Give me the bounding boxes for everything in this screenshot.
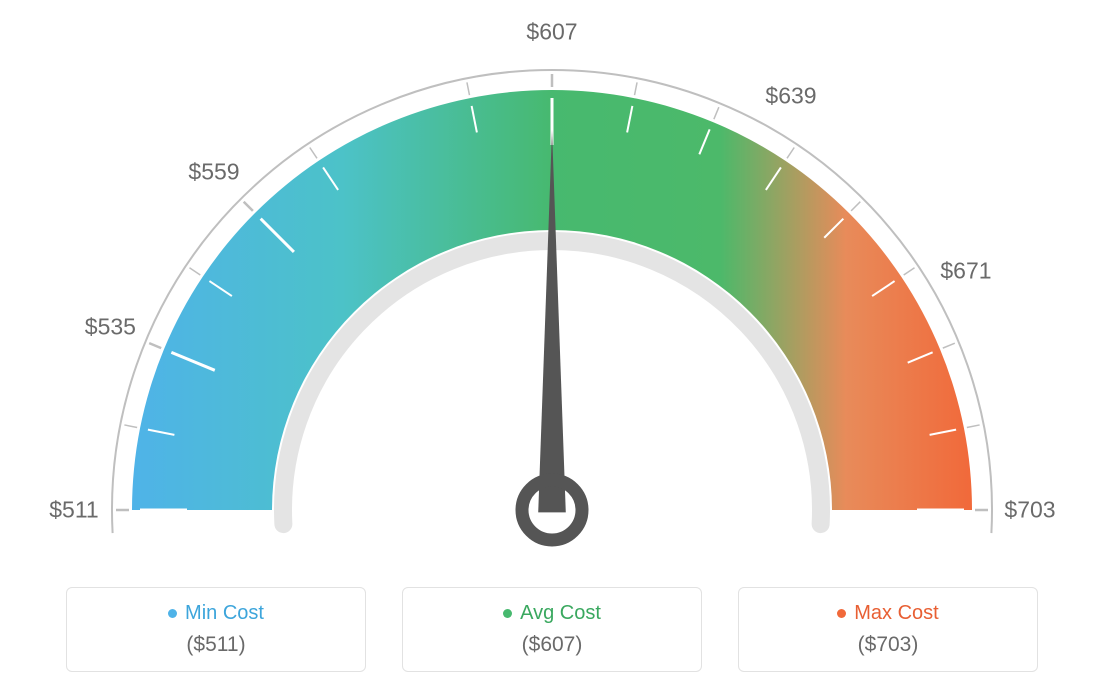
gauge-tick-label: $559 bbox=[188, 159, 239, 186]
gauge-tick-label: $511 bbox=[49, 497, 98, 524]
legend-title-max: Max Cost bbox=[837, 602, 938, 625]
legend-label-min: Min Cost bbox=[185, 602, 264, 625]
gauge-tick-label: $535 bbox=[85, 314, 136, 341]
legend-box-avg: Avg Cost ($607) bbox=[402, 587, 702, 672]
legend-value-avg: ($607) bbox=[423, 633, 681, 657]
gauge-tick-label: $703 bbox=[1004, 497, 1055, 524]
gauge-svg bbox=[0, 0, 1104, 560]
gauge-tick-label: $639 bbox=[765, 83, 816, 110]
legend-box-min: Min Cost ($511) bbox=[66, 587, 366, 672]
legend-label-max: Max Cost bbox=[854, 602, 938, 625]
legend-value-max: ($703) bbox=[759, 633, 1017, 657]
legend-title-avg: Avg Cost bbox=[503, 602, 601, 625]
legend-box-max: Max Cost ($703) bbox=[738, 587, 1038, 672]
legend-dot-max bbox=[837, 609, 846, 618]
gauge-chart: $511 $535 $559 $607 $639 $671 $703 bbox=[0, 0, 1104, 560]
gauge-tick-label: $607 bbox=[526, 19, 577, 46]
legend-dot-avg bbox=[503, 609, 512, 618]
legend-row: Min Cost ($511) Avg Cost ($607) Max Cost… bbox=[0, 587, 1104, 672]
gauge-tick-label: $671 bbox=[940, 258, 991, 285]
legend-label-avg: Avg Cost bbox=[520, 602, 601, 625]
legend-dot-min bbox=[168, 609, 177, 618]
legend-title-min: Min Cost bbox=[168, 602, 264, 625]
legend-value-min: ($511) bbox=[87, 633, 345, 657]
